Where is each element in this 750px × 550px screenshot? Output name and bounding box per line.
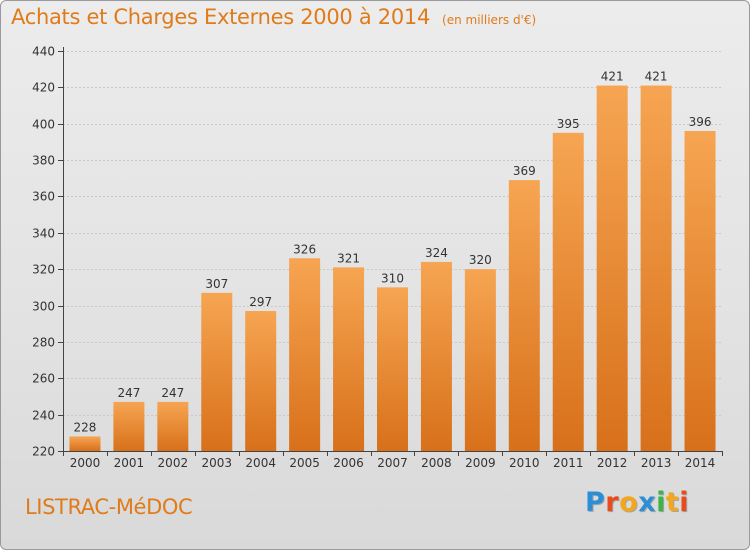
bar-value-label: 369 [513, 164, 536, 178]
x-tick-label: 2005 [289, 456, 320, 470]
y-tick-label: 280 [32, 336, 55, 350]
bar [377, 287, 408, 451]
y-tick-label: 300 [32, 300, 55, 314]
x-tick-label: 2006 [333, 456, 364, 470]
bar [333, 267, 365, 451]
x-tick-label: 2013 [641, 456, 672, 470]
bar [201, 292, 233, 451]
bar [640, 85, 672, 451]
y-tick-label: 380 [32, 154, 55, 168]
chart-title: Achats et Charges Externes 2000 à 2014 (e… [11, 5, 536, 29]
logo-letter: i [679, 487, 690, 518]
x-tick-label: 2001 [114, 456, 145, 470]
y-tick-label: 360 [32, 190, 55, 204]
x-tick-label: 2009 [465, 456, 496, 470]
logo-letter: i [656, 487, 666, 518]
bar [157, 401, 189, 451]
proxiti-logo[interactable]: Proxiti [585, 487, 689, 518]
y-tick-label: 400 [32, 118, 55, 132]
bar-value-label: 297 [249, 295, 272, 309]
x-tick-label: 2008 [421, 456, 452, 470]
bar [289, 258, 321, 451]
y-tick-label: 320 [32, 263, 55, 277]
y-tick-label: 440 [32, 45, 55, 59]
bar-value-label: 247 [161, 386, 184, 400]
bar [464, 269, 496, 451]
bar-value-label: 321 [337, 251, 360, 265]
x-tick-label: 2010 [509, 456, 540, 470]
x-tick-label: 2011 [553, 456, 584, 470]
bar-value-label: 395 [557, 117, 580, 131]
bar [420, 261, 452, 451]
x-tick-label: 2004 [245, 456, 276, 470]
bar-value-label: 421 [601, 70, 624, 84]
axes [58, 47, 723, 456]
logo-letter: o [619, 487, 639, 518]
bar [508, 180, 540, 451]
y-tick-label: 340 [32, 227, 55, 241]
bar-value-label: 307 [205, 277, 228, 291]
bar-value-label: 396 [689, 115, 712, 129]
bar [596, 85, 628, 451]
bars [69, 85, 716, 451]
y-tick-label: 240 [32, 409, 55, 423]
y-tick-label: 260 [32, 372, 55, 386]
logo-letter: P [585, 487, 606, 518]
commune-name: LISTRAC-MéDOC [25, 495, 193, 519]
bar [69, 436, 101, 451]
x-tick-label: 2000 [70, 456, 101, 470]
x-tick-label: 2012 [597, 456, 628, 470]
x-tick-label: 2007 [377, 456, 408, 470]
logo-letter: r [605, 487, 620, 518]
bar [684, 131, 716, 451]
logo-letter: x [638, 487, 657, 518]
bar-value-label: 247 [117, 386, 140, 400]
y-tick-label: 420 [32, 81, 55, 95]
bar-value-label: 310 [381, 271, 404, 285]
logo-letter: t [665, 487, 680, 518]
labels: 220 240 260 280 300 320 340 360 380 400 420 440 228 2… [32, 45, 715, 471]
chart-title-text: Achats et Charges Externes 2000 à 2014 [11, 5, 431, 29]
bar [113, 401, 145, 451]
x-tick-label: 2002 [158, 456, 189, 470]
bar-value-label: 326 [293, 242, 316, 256]
x-tick-label: 2014 [685, 456, 716, 470]
bar-value-label: 421 [645, 70, 668, 84]
chart-unit: (en milliers d'€) [442, 13, 537, 27]
bar-value-label: 320 [469, 253, 492, 267]
bar-value-label: 228 [74, 420, 97, 434]
x-tick-label: 2003 [201, 456, 232, 470]
bar [552, 132, 584, 451]
bar-value-label: 324 [425, 246, 448, 260]
bar [245, 311, 277, 451]
y-tick-label: 220 [32, 445, 55, 459]
